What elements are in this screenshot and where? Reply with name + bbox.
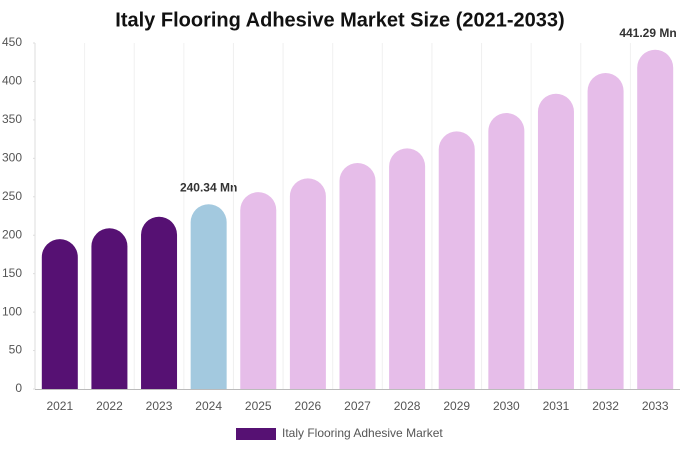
bar [240, 192, 277, 389]
bar [389, 148, 426, 389]
x-tick-label: 2027 [344, 399, 371, 413]
x-tick-label: 2025 [245, 399, 272, 413]
x-tick-label: 2022 [96, 399, 123, 413]
bar [339, 162, 376, 389]
y-tick-label: 400 [2, 74, 22, 88]
y-tick-label: 300 [2, 151, 22, 165]
y-tick-label: 250 [2, 189, 22, 203]
x-tick-label: 2032 [592, 399, 619, 413]
x-tick-label: 2029 [443, 399, 470, 413]
x-tick-label: 2028 [394, 399, 421, 413]
legend-label: Italy Flooring Adhesive Market [282, 426, 443, 440]
y-tick-label: 350 [2, 112, 22, 126]
chart-title: Italy Flooring Adhesive Market Size (202… [115, 9, 564, 31]
y-tick-label: 450 [2, 35, 22, 49]
bar [41, 239, 78, 389]
bar [488, 112, 525, 389]
y-tick-label: 0 [15, 381, 22, 395]
value-label: 240.34 Mn [180, 180, 237, 194]
y-tick-label: 150 [2, 266, 22, 280]
bar [141, 216, 178, 389]
bar [289, 178, 326, 389]
y-tick-label: 50 [9, 343, 23, 357]
bar [438, 131, 475, 389]
x-tick-label: 2023 [146, 399, 173, 413]
legend-swatch [236, 428, 276, 440]
y-tick-label: 100 [2, 304, 22, 318]
x-tick-label: 2026 [295, 399, 322, 413]
bar [190, 204, 227, 389]
x-tick-label: 2031 [543, 399, 570, 413]
bar [587, 72, 624, 389]
x-tick-label: 2024 [195, 399, 222, 413]
y-tick-label: 200 [2, 227, 22, 241]
bar [637, 49, 674, 389]
x-tick-label: 2021 [46, 399, 73, 413]
bar [91, 228, 128, 389]
value-label: 441.29 Mn [619, 26, 676, 40]
bar [537, 93, 574, 389]
x-tick-label: 2033 [642, 399, 669, 413]
x-tick-label: 2030 [493, 399, 520, 413]
